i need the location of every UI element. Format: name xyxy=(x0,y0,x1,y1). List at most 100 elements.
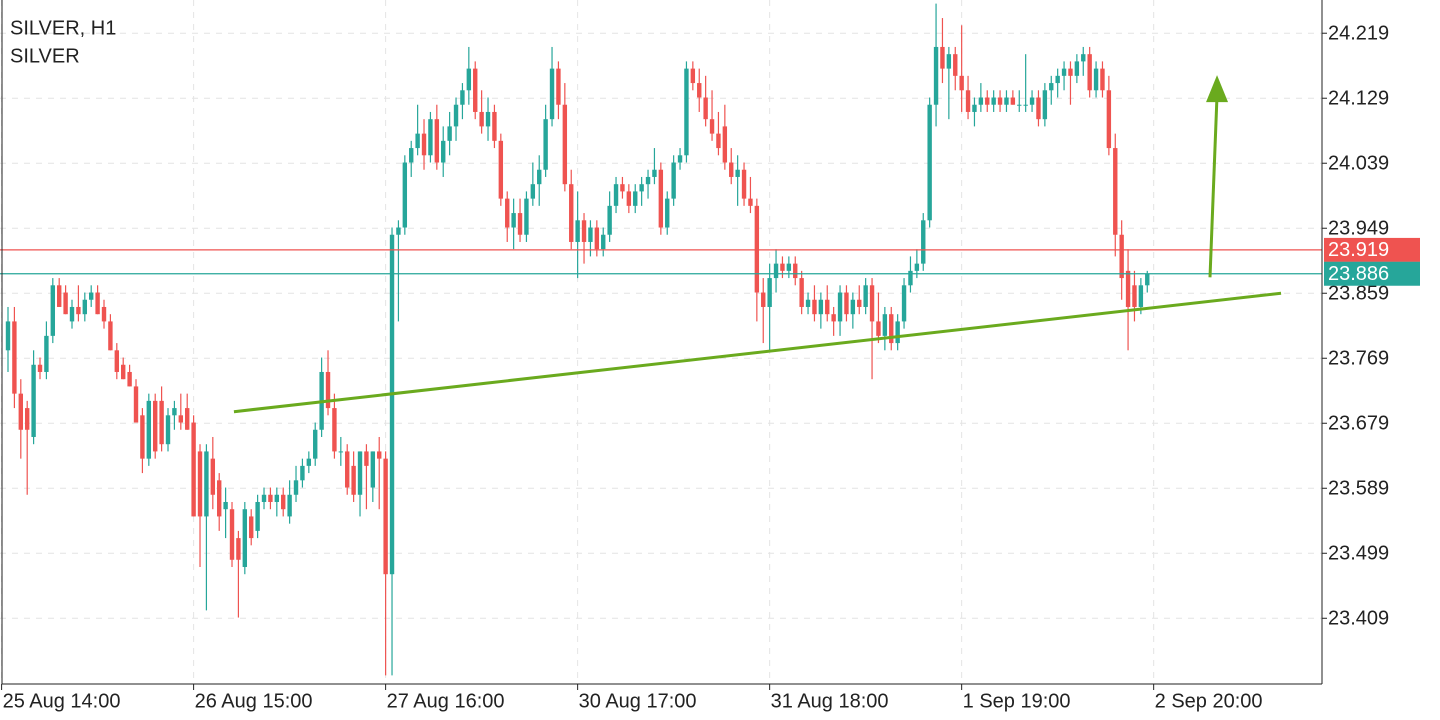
candle-body xyxy=(300,465,305,481)
candle-body xyxy=(908,270,913,286)
candle-body xyxy=(12,321,17,394)
y-tick-label: 23.679 xyxy=(1328,413,1389,435)
candle-body xyxy=(191,422,196,517)
candle-body xyxy=(972,104,977,112)
candle-body xyxy=(1081,54,1086,62)
candle-body xyxy=(351,465,356,495)
candle-body xyxy=(530,184,536,199)
candle-body xyxy=(626,191,632,206)
candle-body xyxy=(965,90,971,112)
candle-body xyxy=(1106,90,1112,149)
candle-body xyxy=(575,220,580,242)
candle-body xyxy=(25,408,30,430)
y-tick-label: 24.219 xyxy=(1328,23,1389,45)
candle-body xyxy=(831,314,836,322)
candle-body xyxy=(447,126,452,141)
candle-body xyxy=(69,306,75,322)
candle-body xyxy=(850,299,856,315)
candle-body xyxy=(799,278,804,307)
candle-body xyxy=(37,364,43,372)
candle-body xyxy=(735,169,740,177)
candle-body xyxy=(767,278,772,307)
price-label: 23.919 xyxy=(1328,239,1389,261)
candle-body xyxy=(466,68,472,91)
candle-body xyxy=(1036,97,1041,120)
candle-body xyxy=(460,90,465,105)
candle-body xyxy=(95,292,100,315)
candle-body xyxy=(249,516,254,539)
candle-body xyxy=(1093,68,1099,91)
candle-body xyxy=(1004,97,1009,105)
candle-body xyxy=(697,83,702,98)
candle-body xyxy=(364,451,369,466)
candle-body xyxy=(1010,97,1016,105)
candle-body xyxy=(140,415,145,459)
candle-body xyxy=(997,97,1003,105)
candle-body xyxy=(812,299,817,315)
candle-body xyxy=(121,364,126,380)
candle-body xyxy=(383,458,388,575)
price-label: 23.886 xyxy=(1328,263,1389,285)
candle-body xyxy=(332,408,337,452)
candle-body xyxy=(325,371,331,409)
candle-body xyxy=(57,285,62,307)
candle-body xyxy=(658,169,664,228)
candle-body xyxy=(261,494,267,502)
candle-body xyxy=(18,393,24,430)
y-tick-label: 23.499 xyxy=(1328,543,1389,565)
candle-body xyxy=(1125,270,1131,307)
candle-body xyxy=(210,458,216,495)
x-tick-label: 1 Sep 19:00 xyxy=(963,690,1071,712)
candle-body xyxy=(601,234,606,250)
candle-body xyxy=(1113,148,1118,235)
candle-body xyxy=(914,263,920,271)
candle-body xyxy=(761,292,766,307)
candle-body xyxy=(665,198,670,228)
candle-body xyxy=(869,285,875,322)
candle-body xyxy=(82,299,88,315)
candle-body xyxy=(543,119,548,170)
candle-body xyxy=(242,509,248,567)
x-tick-label: 2 Sep 20:00 xyxy=(1155,690,1263,712)
candle-body xyxy=(927,104,932,221)
candle-body xyxy=(409,148,414,163)
candle-body xyxy=(50,285,56,336)
candle-body xyxy=(287,494,292,517)
y-tick-label: 23.859 xyxy=(1328,283,1389,305)
candle-body xyxy=(197,451,203,517)
x-tick-label: 25 Aug 14:00 xyxy=(3,690,121,712)
candle-body xyxy=(505,198,510,228)
candle-body xyxy=(133,386,139,423)
candle-body xyxy=(229,509,235,560)
candle-body xyxy=(453,104,459,127)
candle-body xyxy=(274,494,280,502)
candle-body xyxy=(517,213,523,235)
candle-body xyxy=(805,299,811,307)
arrow-shaft xyxy=(1208,95,1219,278)
candle-body xyxy=(178,415,184,423)
candle-body xyxy=(428,119,433,156)
candle-body xyxy=(607,205,612,235)
candle-body xyxy=(1049,83,1054,91)
candle-body xyxy=(588,227,593,242)
candle-body xyxy=(1119,234,1124,279)
candle-body xyxy=(671,162,676,199)
plot xyxy=(0,3,1322,676)
arrow-head xyxy=(1206,75,1229,103)
candle-body xyxy=(293,480,299,495)
y-tick-label: 23.409 xyxy=(1328,608,1389,630)
candle-body xyxy=(236,538,241,560)
trendline xyxy=(233,291,1282,414)
candle-body xyxy=(421,133,427,156)
candle-body xyxy=(396,227,401,235)
candle-body xyxy=(940,46,945,69)
candle-body xyxy=(1132,285,1137,307)
candle-body xyxy=(415,133,420,149)
candle-body xyxy=(978,97,984,105)
candle-body xyxy=(537,169,542,185)
candle-body xyxy=(690,68,696,84)
y-tick-label: 24.129 xyxy=(1328,88,1389,110)
x-tick-label: 26 Aug 15:00 xyxy=(195,690,313,712)
candle-body xyxy=(31,364,36,437)
